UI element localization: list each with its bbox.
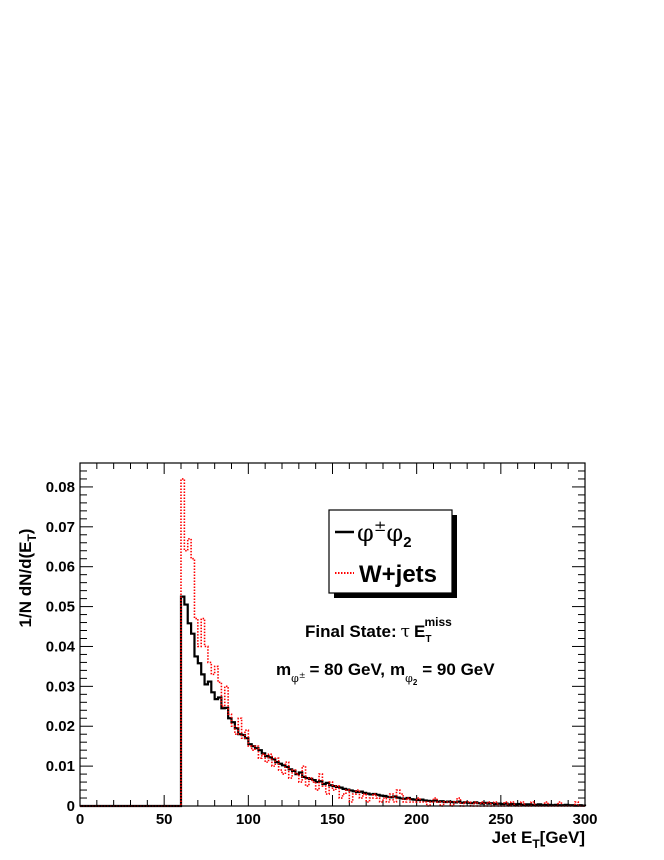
y-tick-label: 0.08 [46, 479, 75, 496]
series-layer [80, 478, 587, 808]
legend: φ±φ2 W+jets [328, 509, 457, 598]
legend-box [328, 509, 453, 594]
mass-annotation: mφ± = 80 GeV, mφ2= 90 GeV [276, 660, 495, 687]
series-phi-phi2 [80, 595, 587, 808]
y-tick-label: 0.04 [46, 638, 76, 655]
y-axis-title-sub: T [25, 534, 39, 542]
y-tick-label: 0.02 [46, 718, 75, 735]
y-tick-label: 0.06 [46, 559, 75, 576]
legend-label-phi: φ±φ2 [357, 517, 412, 551]
x-tick-label: 200 [404, 811, 429, 828]
x-tick-label: 50 [156, 811, 173, 828]
final-state-annotation: Final State: τ ETmiss [305, 615, 452, 645]
y-tick-label: 0.07 [46, 519, 75, 536]
x-tick-label: 100 [236, 811, 261, 828]
y-axis-title-suffix: ) [16, 529, 35, 535]
x-tick-label: 0 [76, 811, 84, 828]
x-axis-title-prefix: Jet E [492, 828, 533, 847]
x-tick-label: 250 [488, 811, 513, 828]
y-tick-label: 0.01 [46, 758, 75, 775]
y-tick-label: 0.05 [46, 599, 75, 616]
x-axis-title: Jet ET[GeV] [492, 828, 585, 851]
plot-frame [79, 462, 586, 807]
y-axis-title-prefix: 1/N dN/d(E [16, 542, 35, 628]
x-tick-label: 150 [320, 811, 345, 828]
axes: 0 50 100 150 200 250 300 0 0.01 0.02 0.03 0.04 0.05 0… [46, 463, 598, 828]
legend-label-wjets: W+jets [359, 561, 437, 588]
series-phi-phi2-line [80, 595, 587, 808]
x-axis-title-sub: T [532, 837, 540, 851]
x-tick-label: 300 [572, 811, 597, 828]
y-tick-label: 0.03 [46, 678, 75, 695]
y-axis-title: 1/N dN/d(ET) [16, 529, 39, 628]
y-tick-label: 0 [67, 798, 75, 815]
x-axis-title-suffix: [GeV] [540, 828, 585, 847]
